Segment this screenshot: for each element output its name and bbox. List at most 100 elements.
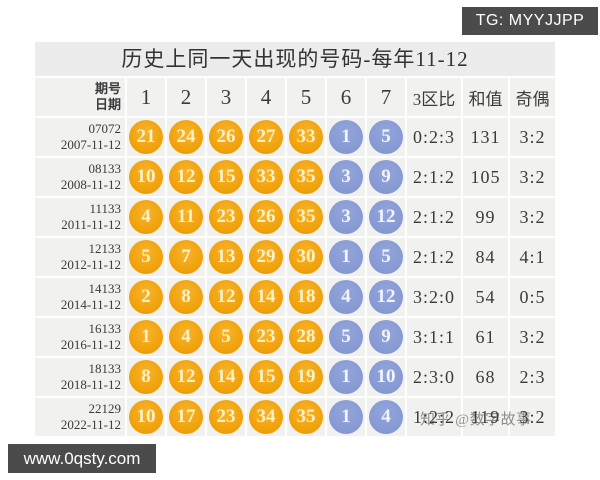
front-ball-cell: 15 [247,358,285,396]
row-issue-date: 12133 2012-11-12 [35,238,125,276]
front-ball: 8 [169,280,203,314]
front-ball-cell: 4 [167,318,205,356]
back-ball-cell: 12 [367,278,405,316]
front-ball: 12 [169,160,203,194]
zone-ratio-value: 2:1:2 [407,158,461,196]
back-ball: 5 [369,240,403,274]
front-ball: 35 [289,160,323,194]
row-issue-date: 11133 2011-11-12 [35,198,125,236]
front-ball-cell: 29 [247,238,285,276]
zone-ratio-value: 3:2:0 [407,278,461,316]
front-ball-cell: 5 [127,238,165,276]
back-ball-cell: 3 [327,158,365,196]
back-ball-cell: 4 [367,398,405,436]
front-ball: 12 [209,280,243,314]
zone-ratio-value: 2:1:2 [407,198,461,236]
front-ball-cell: 24 [167,118,205,156]
front-ball-cell: 28 [287,318,325,356]
front-ball: 5 [129,240,163,274]
front-ball: 10 [129,400,163,434]
back-ball: 1 [329,240,363,274]
front-ball-cell: 12 [207,278,245,316]
row-issue-date: 16133 2016-11-12 [35,318,125,356]
front-ball: 14 [209,360,243,394]
history-table: 期号 日期 1 2 3 4 5 6 7 3区比 和值 奇偶 07072 2007-11-12 21 24 26 2… [35,78,555,436]
front-ball-cell: 14 [207,358,245,396]
front-ball-cell: 2 [127,278,165,316]
front-ball-cell: 26 [247,198,285,236]
back-ball-cell: 12 [367,198,405,236]
front-ball-cell: 13 [207,238,245,276]
front-ball: 5 [209,320,243,354]
front-ball: 15 [209,160,243,194]
front-ball-cell: 5 [207,318,245,356]
front-ball: 23 [249,320,283,354]
sum-value: 131 [463,118,508,156]
front-ball-cell: 18 [287,278,325,316]
back-ball-cell: 9 [367,158,405,196]
front-ball: 23 [209,200,243,234]
draw-date: 2014-11-12 [60,297,121,312]
front-ball: 33 [289,120,323,154]
back-ball: 1 [329,360,363,394]
front-ball-cell: 33 [287,118,325,156]
front-ball-cell: 8 [167,278,205,316]
zone-ratio-value: 2:3:0 [407,358,461,396]
back-ball: 3 [329,200,363,234]
page-title: 历史上同一天出现的号码-每年11-12 [35,42,555,76]
draw-date: 2008-11-12 [60,177,121,192]
issue-number: 07072 [88,121,122,137]
back-ball-cell: 3 [327,198,365,236]
issue-number: 22129 [88,401,122,417]
draw-date: 2018-11-12 [60,377,121,392]
front-ball: 14 [249,280,283,314]
header-issue-date: 期号 日期 [35,78,125,116]
row-issue-date: 07072 2007-11-12 [35,118,125,156]
front-ball-cell: 34 [247,398,285,436]
parity-value: 3:2 [510,158,555,196]
front-ball: 27 [249,120,283,154]
issue-number: 14133 [88,281,122,297]
back-ball-cell: 1 [327,398,365,436]
draw-date: 2012-11-12 [60,257,121,272]
back-ball: 5 [369,120,403,154]
sum-value: 105 [463,158,508,196]
draw-date: 2007-11-12 [60,137,121,152]
front-ball-cell: 10 [127,398,165,436]
front-ball-cell: 35 [287,398,325,436]
parity-value: 2:3 [510,358,555,396]
front-ball: 10 [129,160,163,194]
front-ball-cell: 7 [167,238,205,276]
header-parity: 奇偶 [510,78,555,116]
back-ball-cell: 5 [367,238,405,276]
front-ball: 26 [209,120,243,154]
front-ball-cell: 11 [167,198,205,236]
issue-number: 16133 [88,321,122,337]
zone-ratio-value: 2:1:2 [407,238,461,276]
sum-value: 119 [463,398,508,436]
header-issue-label: 期号 [94,81,121,97]
row-issue-date: 08133 2008-11-12 [35,158,125,196]
front-ball-cell: 12 [167,158,205,196]
parity-value: 3:2 [510,198,555,236]
front-ball-cell: 1 [127,318,165,356]
zone-ratio-value: 3:1:1 [407,318,461,356]
front-ball-cell: 23 [207,198,245,236]
front-ball: 1 [129,320,163,354]
front-ball-cell: 17 [167,398,205,436]
front-ball: 15 [249,360,283,394]
front-ball-cell: 15 [207,158,245,196]
back-ball: 4 [369,400,403,434]
front-ball-cell: 21 [127,118,165,156]
front-ball-cell: 12 [167,358,205,396]
front-ball-cell: 35 [287,198,325,236]
back-ball-cell: 4 [327,278,365,316]
front-ball-cell: 33 [247,158,285,196]
front-ball: 35 [289,200,323,234]
front-ball-cell: 30 [287,238,325,276]
back-ball: 1 [329,400,363,434]
issue-number: 11133 [89,201,121,217]
header-position-2: 2 [167,78,205,116]
back-ball-cell: 5 [367,118,405,156]
draw-date: 2022-11-12 [60,417,121,432]
